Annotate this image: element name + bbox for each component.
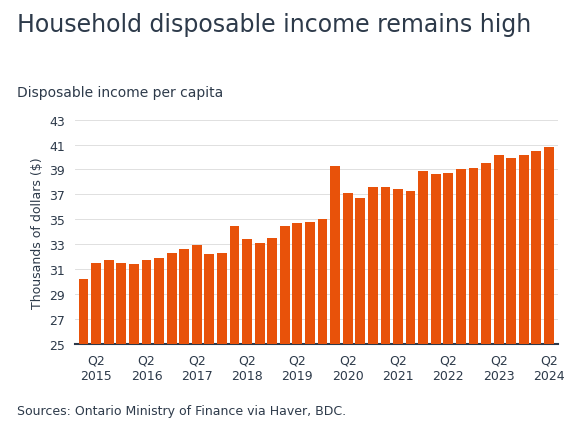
Bar xyxy=(531,151,541,430)
Bar xyxy=(91,263,101,430)
Bar xyxy=(192,246,202,430)
Bar xyxy=(129,264,139,430)
Bar xyxy=(179,249,189,430)
Bar xyxy=(205,255,214,430)
Bar xyxy=(431,175,440,430)
Bar xyxy=(507,159,516,430)
Bar xyxy=(305,222,315,430)
Bar xyxy=(154,258,164,430)
Bar xyxy=(317,220,327,430)
Bar xyxy=(267,238,277,430)
Bar xyxy=(330,166,340,430)
Bar xyxy=(167,253,177,430)
Bar xyxy=(104,261,114,430)
Bar xyxy=(255,243,264,430)
Bar xyxy=(406,191,416,430)
Bar xyxy=(229,226,239,430)
Bar xyxy=(544,148,554,430)
Bar xyxy=(469,169,478,430)
Y-axis label: Thousands of dollars ($): Thousands of dollars ($) xyxy=(30,157,44,308)
Bar xyxy=(456,170,466,430)
Bar xyxy=(393,190,403,430)
Bar xyxy=(481,164,491,430)
Text: Sources: Ontario Ministry of Finance via Haver, BDC.: Sources: Ontario Ministry of Finance via… xyxy=(17,404,346,417)
Bar xyxy=(217,253,227,430)
Bar xyxy=(368,187,378,430)
Bar xyxy=(494,155,504,430)
Text: Disposable income per capita: Disposable income per capita xyxy=(17,86,224,100)
Bar xyxy=(443,174,453,430)
Text: Household disposable income remains high: Household disposable income remains high xyxy=(17,13,531,37)
Bar xyxy=(141,261,151,430)
Bar xyxy=(418,171,428,430)
Bar xyxy=(293,224,302,430)
Bar xyxy=(519,155,528,430)
Bar xyxy=(355,199,365,430)
Bar xyxy=(280,226,290,430)
Bar xyxy=(242,240,252,430)
Bar xyxy=(343,194,352,430)
Bar xyxy=(79,280,89,430)
Bar xyxy=(381,187,390,430)
Bar xyxy=(116,263,126,430)
